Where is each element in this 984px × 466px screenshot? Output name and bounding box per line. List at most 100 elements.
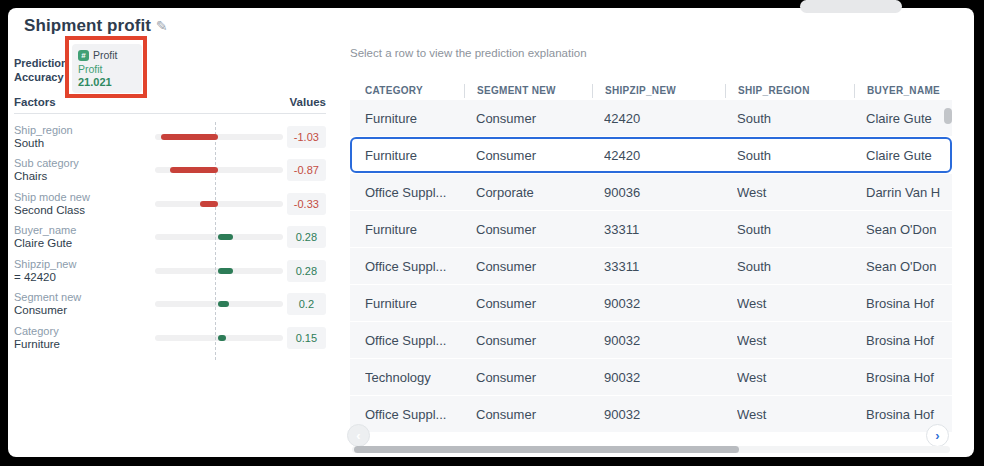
factor-value-label: South xyxy=(14,137,155,150)
factor-name: Category xyxy=(14,325,155,338)
chevron-right-icon: › xyxy=(935,428,939,443)
page-title: Shipment profit xyxy=(24,16,151,36)
column-header-buyer-name[interactable]: BUYER_NAME xyxy=(854,84,952,98)
cell-segment: Consumer xyxy=(476,407,604,422)
hash-icon: # xyxy=(78,50,89,61)
cell-segment: Consumer xyxy=(476,370,604,385)
cell-segment: Consumer xyxy=(476,296,604,311)
factor-value-label: Claire Gute xyxy=(14,237,155,250)
cell-region: West xyxy=(737,370,866,385)
badge-prediction-value: 21.021 xyxy=(78,76,136,88)
edit-icon[interactable]: ✎ xyxy=(156,18,174,36)
table-row[interactable]: Office Suppl...Consumer90032WestBrosina … xyxy=(350,322,952,358)
cell-segment: Consumer xyxy=(476,333,604,348)
table-row[interactable]: FurnitureConsumer33311SouthSean O'Don xyxy=(350,211,952,247)
factor-value-chip: -1.03 xyxy=(287,126,326,148)
cell-segment: Consumer xyxy=(476,148,604,163)
cell-category: Furniture xyxy=(365,148,476,163)
cell-shipzip: 90032 xyxy=(604,370,737,385)
table-row[interactable]: Office Suppl...Consumer33311SouthSean O'… xyxy=(350,248,952,284)
factor-value-label: Second Class xyxy=(14,204,155,217)
factor-row: Sub categoryChairs -0.87 xyxy=(14,154,326,188)
factors-values-header: Factors Values xyxy=(14,96,326,108)
factor-name: Buyer_name xyxy=(14,224,155,237)
factor-bar-fill xyxy=(218,301,229,307)
column-header-ship-region[interactable]: SHIP_REGION xyxy=(725,84,866,98)
factor-value-label: = 42420 xyxy=(14,271,155,284)
badge-target-name: Profit xyxy=(78,63,136,75)
cell-shipzip: 90032 xyxy=(604,333,737,348)
next-page-button[interactable]: › xyxy=(926,424,949,447)
table-row[interactable]: FurnitureConsumer42420SouthClaire Gute xyxy=(350,100,952,136)
chevron-left-icon: ‹ xyxy=(356,428,360,443)
cell-buyer: Brosina Hof xyxy=(866,296,952,311)
header-divider xyxy=(14,113,326,114)
factor-bar-fill xyxy=(218,234,233,240)
factor-row: Ship mode newSecond Class -0.33 xyxy=(14,187,326,221)
cell-shipzip: 33311 xyxy=(604,222,737,237)
cell-category: Technology xyxy=(365,370,476,385)
factors-header: Factors xyxy=(14,96,56,108)
factor-value-chip: -0.87 xyxy=(287,159,326,181)
table-row-selected[interactable]: FurnitureConsumer42420SouthClaire Gute xyxy=(350,137,952,173)
cell-shipzip: 90032 xyxy=(604,407,737,422)
cell-category: Furniture xyxy=(365,111,476,126)
factor-bar-fill xyxy=(170,167,218,173)
cell-category: Office Suppl... xyxy=(365,185,476,200)
factor-value-chip: 0.28 xyxy=(287,260,326,282)
cell-segment: Consumer xyxy=(476,259,604,274)
cell-category: Furniture xyxy=(365,222,476,237)
column-header-category[interactable]: CATEGORY xyxy=(365,84,476,98)
column-header-shipzip-new[interactable]: SHIPZIP_NEW xyxy=(592,84,737,98)
zero-baseline-dashed-line xyxy=(215,122,216,360)
factor-bar-fill xyxy=(161,134,218,140)
horizontal-scrollbar-thumb[interactable] xyxy=(354,446,739,453)
factor-row: Segment newConsumer 0.2 xyxy=(14,288,326,322)
values-header: Values xyxy=(290,96,326,108)
table-row[interactable]: FurnitureConsumer90032WestBrosina Hof xyxy=(350,285,952,321)
table-row[interactable]: Office Suppl...Corporate90036WestDarrin … xyxy=(350,174,952,210)
cell-shipzip: 42420 xyxy=(604,148,737,163)
factor-name: Ship mode new xyxy=(14,191,155,204)
cell-region: South xyxy=(737,222,866,237)
cell-category: Office Suppl... xyxy=(365,259,476,274)
cell-category: Furniture xyxy=(365,296,476,311)
factor-name: Segment new xyxy=(14,291,155,304)
cell-buyer: Darrin Van H xyxy=(866,185,952,200)
factor-row: Shipzip_new= 42420 0.28 xyxy=(14,254,326,288)
cell-shipzip: 33311 xyxy=(604,259,737,274)
factor-row: Ship_regionSouth -1.03 xyxy=(14,120,326,154)
cell-shipzip: 90032 xyxy=(604,296,737,311)
prediction-table: CATEGORY SEGMENT NEW SHIPZIP_NEW SHIP_RE… xyxy=(350,82,952,432)
cell-segment: Consumer xyxy=(476,111,604,126)
vertical-scrollbar-thumb[interactable] xyxy=(944,108,952,124)
horizontal-scrollbar-track[interactable] xyxy=(352,446,950,453)
factor-value-chip: 0.15 xyxy=(287,327,326,349)
cell-region: West xyxy=(737,333,866,348)
cell-segment: Corporate xyxy=(476,185,604,200)
cell-buyer: Brosina Hof xyxy=(866,370,952,385)
factor-value-label: Consumer xyxy=(14,304,155,317)
cell-region: South xyxy=(737,148,866,163)
previous-page-button[interactable]: ‹ xyxy=(347,424,370,447)
prediction-accuracy-label: Prediction Accuracy xyxy=(14,56,74,84)
table-row[interactable]: TechnologyConsumer90032WestBrosina Hof xyxy=(350,359,952,395)
cell-category: Office Suppl... xyxy=(365,333,476,348)
cell-region: West xyxy=(737,185,866,200)
factor-value-chip: -0.33 xyxy=(287,193,326,215)
badge-type-row: # Profit xyxy=(78,49,136,61)
factors-list: Ship_regionSouth -1.03 Sub categoryChair… xyxy=(14,120,326,355)
factor-name: Sub category xyxy=(14,157,155,170)
cell-buyer: Brosina Hof xyxy=(866,333,952,348)
factor-name: Shipzip_new xyxy=(14,258,155,271)
cell-buyer: Sean O'Don xyxy=(866,222,952,237)
factor-bar-fill xyxy=(200,201,218,207)
column-header-segment-new[interactable]: SEGMENT NEW xyxy=(464,84,604,98)
cell-region: South xyxy=(737,111,866,126)
factor-bar-fill xyxy=(218,268,233,274)
badge-type-label: Profit xyxy=(93,49,118,61)
prediction-explanation-card: Shipment profit ✎ Prediction Accuracy # … xyxy=(8,8,974,457)
factor-row: CategoryFurniture 0.15 xyxy=(14,321,326,355)
table-header-row: CATEGORY SEGMENT NEW SHIPZIP_NEW SHIP_RE… xyxy=(350,82,952,99)
cell-buyer: Brosina Hof xyxy=(866,407,952,422)
